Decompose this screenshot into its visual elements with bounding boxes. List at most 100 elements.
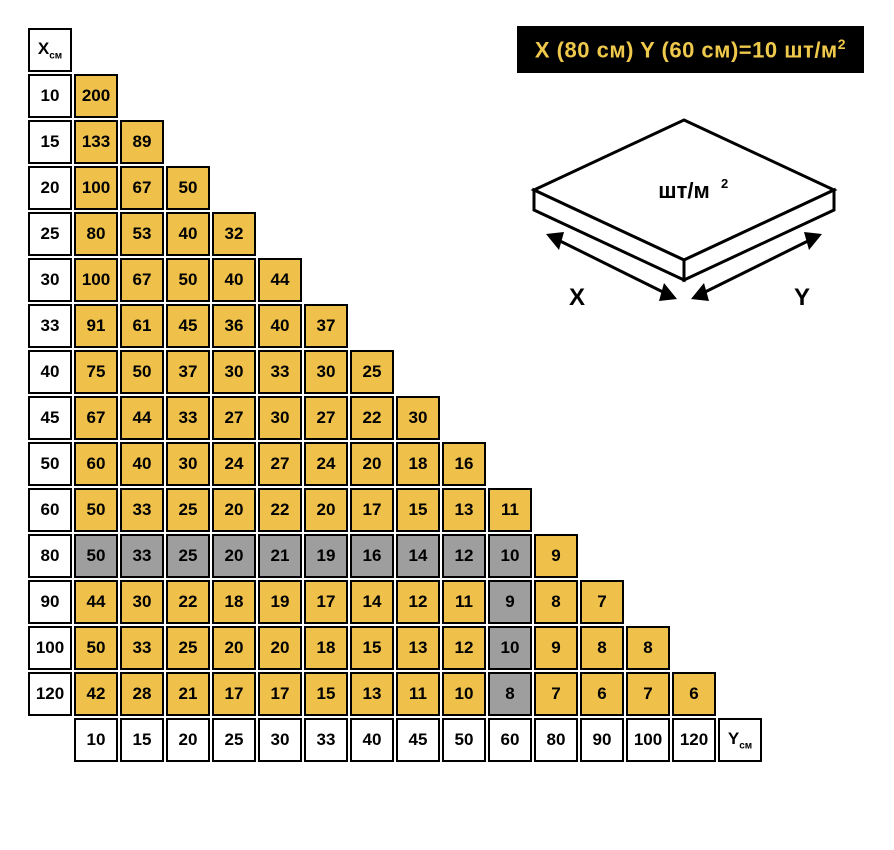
table-cell: 15 [396, 488, 440, 532]
table-cell: 8 [488, 672, 532, 716]
table-cell: 67 [120, 166, 164, 210]
table-cell: 33 [120, 534, 164, 578]
table-cell: 30 [396, 396, 440, 440]
table-cell: 50 [74, 626, 118, 670]
table-cell: 33 [166, 396, 210, 440]
table-cell: 53 [120, 212, 164, 256]
table-cell: 28 [120, 672, 164, 716]
table-cell: 6 [580, 672, 624, 716]
table-cell: 40 [258, 304, 302, 348]
table-cell: 17 [212, 672, 256, 716]
table-cell: 44 [258, 258, 302, 302]
table-cell: 7 [534, 672, 578, 716]
table-cell: 11 [396, 672, 440, 716]
lookup-table: Xсм1020015133892010067502580534032301006… [26, 26, 764, 764]
table-cell: 100 [74, 258, 118, 302]
table-cell: 27 [258, 442, 302, 486]
table-cell: 22 [258, 488, 302, 532]
table-cell: 7 [626, 672, 670, 716]
table-cell: 33 [120, 488, 164, 532]
col-header: 90 [580, 718, 624, 762]
table-cell: 12 [442, 626, 486, 670]
table-cell: 12 [396, 580, 440, 624]
table-cell: 24 [212, 442, 256, 486]
col-header: 10 [74, 718, 118, 762]
col-header: 100 [626, 718, 670, 762]
table-cell: 30 [166, 442, 210, 486]
table-cell: 16 [442, 442, 486, 486]
table-cell: 25 [166, 534, 210, 578]
table-cell: 17 [258, 672, 302, 716]
row-header: 10 [28, 74, 72, 118]
table-cell: 17 [304, 580, 348, 624]
table-cell: 20 [304, 488, 348, 532]
col-header: 45 [396, 718, 440, 762]
table-cell: 7 [580, 580, 624, 624]
table-cell: 8 [580, 626, 624, 670]
table-cell: 200 [74, 74, 118, 118]
table-cell: 8 [534, 580, 578, 624]
col-header: 25 [212, 718, 256, 762]
table-cell: 37 [166, 350, 210, 394]
row-header: 20 [28, 166, 72, 210]
table-cell: 32 [212, 212, 256, 256]
table-cell: 22 [166, 580, 210, 624]
col-header: 120 [672, 718, 716, 762]
table-cell: 9 [488, 580, 532, 624]
col-header: 40 [350, 718, 394, 762]
formula-sup: 2 [838, 36, 846, 52]
table-cell: 15 [350, 626, 394, 670]
corner-x-label: Xсм [28, 28, 72, 72]
table-cell: 8 [626, 626, 670, 670]
row-header: 80 [28, 534, 72, 578]
table-cell: 91 [74, 304, 118, 348]
table-cell: 25 [350, 350, 394, 394]
table-cell: 60 [74, 442, 118, 486]
table-cell: 45 [166, 304, 210, 348]
col-header: 15 [120, 718, 164, 762]
table-cell: 30 [212, 350, 256, 394]
table-cell: 12 [442, 534, 486, 578]
table-cell: 20 [258, 626, 302, 670]
table-cell: 19 [258, 580, 302, 624]
row-header: 30 [28, 258, 72, 302]
table-cell: 67 [120, 258, 164, 302]
table-cell: 67 [74, 396, 118, 440]
table-cell: 20 [212, 488, 256, 532]
row-header: 33 [28, 304, 72, 348]
table-cell: 75 [74, 350, 118, 394]
table-cell: 40 [212, 258, 256, 302]
table-cell: 42 [74, 672, 118, 716]
table-cell: 14 [350, 580, 394, 624]
table-cell: 15 [304, 672, 348, 716]
col-header: 60 [488, 718, 532, 762]
table-cell: 19 [304, 534, 348, 578]
table-cell: 9 [534, 626, 578, 670]
table-cell: 61 [120, 304, 164, 348]
row-header: 100 [28, 626, 72, 670]
table-cell: 36 [212, 304, 256, 348]
table-cell: 20 [212, 534, 256, 578]
table-cell: 89 [120, 120, 164, 164]
table-cell: 14 [396, 534, 440, 578]
row-header: 60 [28, 488, 72, 532]
table-cell: 40 [120, 442, 164, 486]
table-cell: 30 [258, 396, 302, 440]
row-header: 25 [28, 212, 72, 256]
table-cell: 24 [304, 442, 348, 486]
table-cell: 100 [74, 166, 118, 210]
row-header: 50 [28, 442, 72, 486]
table-cell: 30 [120, 580, 164, 624]
table-cell: 11 [488, 488, 532, 532]
table-cell: 21 [258, 534, 302, 578]
table-cell: 50 [120, 350, 164, 394]
table-cell: 10 [488, 534, 532, 578]
table-cell: 10 [442, 672, 486, 716]
table-cell: 20 [350, 442, 394, 486]
table-cell: 133 [74, 120, 118, 164]
table-cell: 37 [304, 304, 348, 348]
col-header: 30 [258, 718, 302, 762]
table-cell: 13 [350, 672, 394, 716]
table-cell: 80 [74, 212, 118, 256]
col-header: 33 [304, 718, 348, 762]
